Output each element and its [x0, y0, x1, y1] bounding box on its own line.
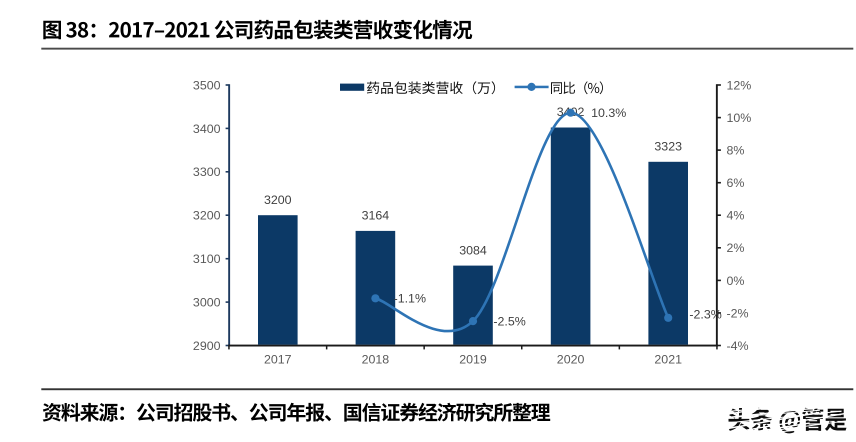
svg-text:2021: 2021 — [654, 352, 682, 366]
svg-text:2018: 2018 — [362, 352, 390, 366]
svg-text:3400: 3400 — [193, 122, 221, 136]
svg-text:3300: 3300 — [193, 165, 221, 179]
svg-text:4%: 4% — [727, 209, 745, 223]
svg-text:8%: 8% — [727, 144, 745, 158]
svg-text:-2%: -2% — [727, 306, 749, 320]
svg-text:6%: 6% — [727, 176, 745, 190]
svg-text:12%: 12% — [727, 78, 752, 92]
svg-text:10%: 10% — [727, 111, 752, 125]
svg-text:3164: 3164 — [362, 209, 390, 223]
svg-text:3200: 3200 — [264, 193, 292, 207]
svg-text:3100: 3100 — [193, 252, 221, 266]
svg-text:3500: 3500 — [193, 78, 221, 92]
svg-text:-1.1%: -1.1% — [394, 292, 426, 306]
svg-text:2%: 2% — [727, 241, 745, 255]
svg-text:2900: 2900 — [193, 339, 221, 353]
svg-text:3323: 3323 — [654, 140, 682, 154]
svg-text:-2.5%: -2.5% — [493, 315, 525, 329]
svg-text:2019: 2019 — [459, 352, 487, 366]
svg-text:2020: 2020 — [557, 352, 585, 366]
svg-text:3200: 3200 — [193, 209, 221, 223]
svg-text:10.3%: 10.3% — [591, 106, 626, 120]
svg-text:0%: 0% — [727, 274, 745, 288]
svg-text:3000: 3000 — [193, 296, 221, 310]
svg-text:2017: 2017 — [264, 352, 292, 366]
svg-text:3084: 3084 — [459, 243, 487, 257]
svg-text:-2.3%: -2.3% — [689, 308, 721, 322]
svg-text:-4%: -4% — [727, 339, 749, 353]
